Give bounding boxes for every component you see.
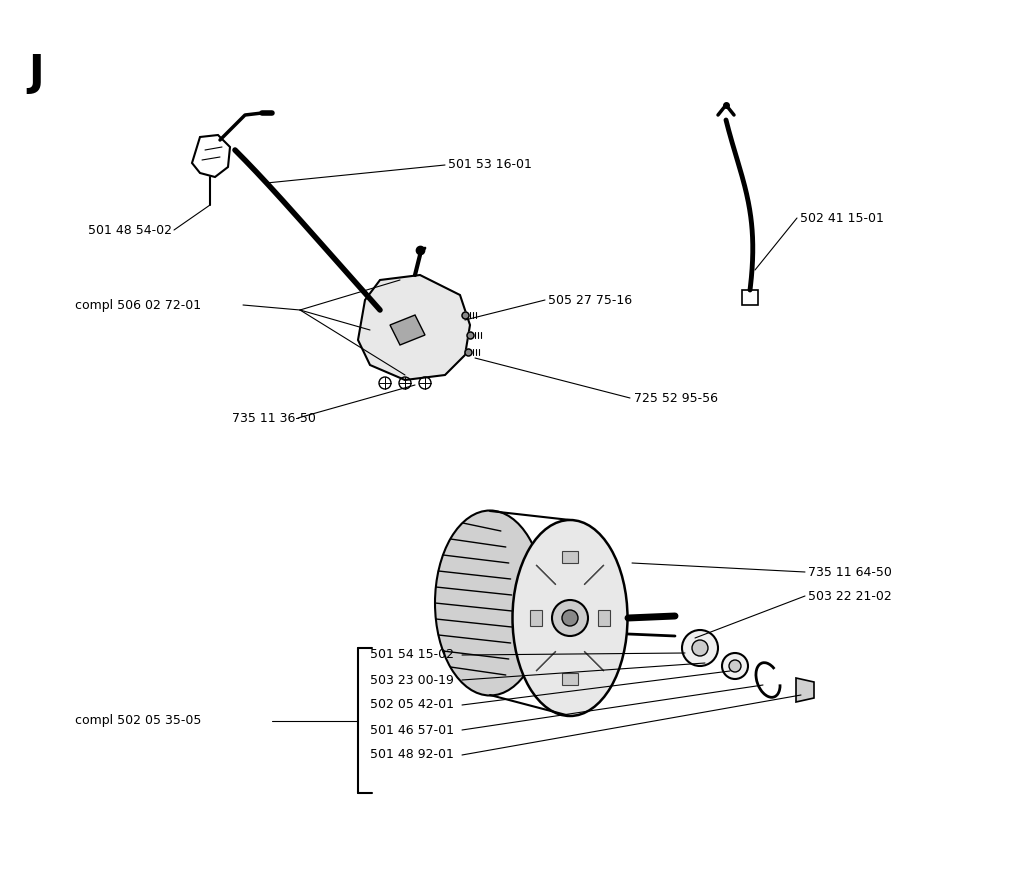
Polygon shape [358,275,470,380]
Text: 503 23 00-19: 503 23 00-19 [370,673,454,687]
Polygon shape [598,610,610,626]
Text: 501 46 57-01: 501 46 57-01 [370,723,454,737]
Text: 501 53 16-01: 501 53 16-01 [449,158,531,171]
Polygon shape [536,565,556,585]
Text: 505 27 75-16: 505 27 75-16 [548,294,632,306]
Circle shape [729,660,741,672]
Circle shape [552,600,588,636]
Text: compl 502 05 35-05: compl 502 05 35-05 [75,714,202,727]
Polygon shape [390,315,425,345]
Text: 501 48 92-01: 501 48 92-01 [370,748,454,762]
Ellipse shape [435,511,545,696]
Polygon shape [584,565,604,585]
Polygon shape [584,651,604,671]
Polygon shape [562,673,578,685]
Polygon shape [530,610,542,626]
Circle shape [682,630,718,666]
Text: 502 05 42-01: 502 05 42-01 [370,698,454,712]
Text: 501 54 15-02: 501 54 15-02 [370,648,454,662]
Text: compl 506 02 72-01: compl 506 02 72-01 [75,298,201,312]
Text: 501 48 54-02: 501 48 54-02 [88,223,172,237]
Ellipse shape [512,520,628,716]
Circle shape [562,610,578,626]
Text: 502 41 15-01: 502 41 15-01 [800,212,884,224]
Polygon shape [536,651,556,671]
Circle shape [722,653,748,679]
Text: 503 22 21-02: 503 22 21-02 [808,589,892,603]
Text: 735 11 36-50: 735 11 36-50 [232,412,315,424]
Text: J: J [28,52,44,94]
Text: 725 52 95-56: 725 52 95-56 [634,391,718,405]
Polygon shape [796,678,814,702]
Text: 735 11 64-50: 735 11 64-50 [808,565,892,579]
Circle shape [692,640,708,656]
Polygon shape [562,551,578,563]
